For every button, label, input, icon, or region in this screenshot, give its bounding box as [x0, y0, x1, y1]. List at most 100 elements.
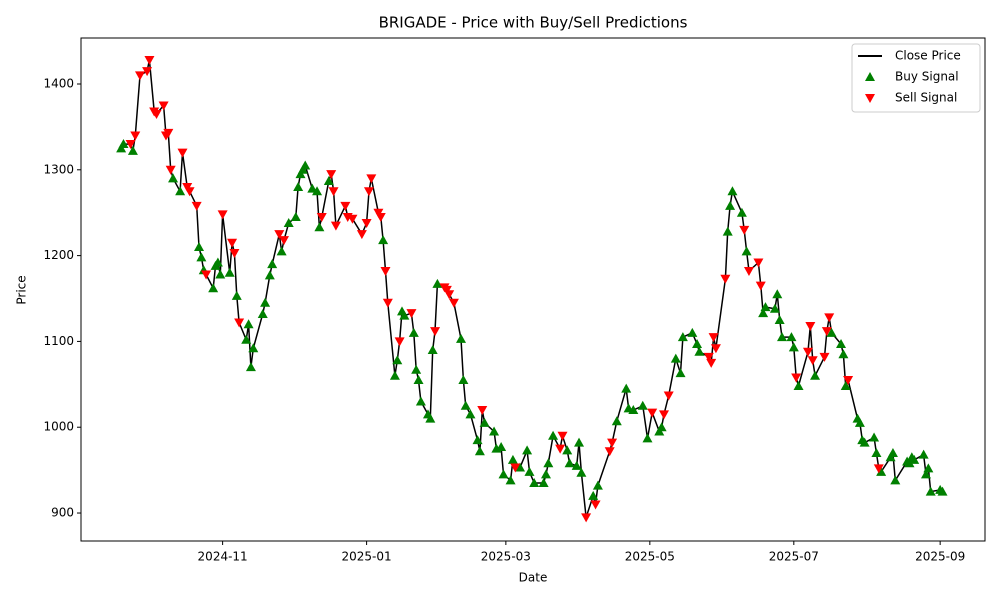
buy-marker: [479, 417, 490, 427]
buy-marker: [323, 175, 334, 185]
buy-marker: [413, 375, 424, 385]
buy-marker: [312, 186, 323, 196]
sell-marker: [843, 376, 854, 386]
buy-marker: [378, 235, 389, 245]
buy-marker: [260, 297, 271, 307]
sell-marker: [144, 55, 155, 65]
buy-marker: [489, 426, 500, 436]
buy-marker: [522, 445, 533, 455]
buy-marker: [887, 447, 898, 457]
buy-marker: [642, 433, 653, 443]
sell-marker: [382, 298, 393, 308]
sell-marker: [274, 230, 285, 240]
buy-marker: [127, 145, 138, 155]
sell-marker: [328, 187, 339, 197]
sell-marker: [158, 101, 169, 111]
buy-marker: [314, 222, 325, 232]
buy-marker: [592, 480, 603, 490]
sell-marker: [444, 290, 455, 300]
buy-marker: [194, 242, 205, 252]
sell-marker: [201, 270, 212, 280]
buy-marker: [637, 400, 648, 410]
sell-marker: [361, 218, 372, 228]
buy-marker: [474, 446, 485, 456]
buy-marker: [670, 353, 681, 363]
buy-marker: [725, 200, 736, 210]
sell-marker: [234, 318, 245, 328]
sell-marker: [873, 464, 884, 474]
buy-marker: [937, 486, 948, 496]
sell-marker: [184, 187, 195, 197]
legend-label: Sell Signal: [895, 91, 957, 105]
buy-marker: [810, 370, 821, 380]
legend-marker: [865, 72, 875, 81]
buy-marker: [276, 246, 287, 256]
buy-marker: [389, 370, 400, 380]
buy-marker: [826, 327, 837, 337]
sell-marker: [604, 447, 615, 457]
buy-marker: [507, 454, 518, 464]
y-tick-label: 1300: [43, 162, 74, 176]
sell-marker: [663, 391, 674, 401]
sell-marker: [278, 236, 289, 246]
buy-marker: [496, 441, 507, 451]
y-tick-label: 1100: [43, 334, 74, 348]
sell-marker: [448, 298, 459, 308]
buy-marker: [515, 462, 526, 472]
buy-marker: [293, 181, 304, 191]
buy-marker: [692, 338, 703, 348]
buy-marker: [245, 362, 256, 372]
buy-marker: [772, 289, 783, 299]
sell-marker: [151, 110, 162, 120]
buy-marker: [920, 469, 931, 479]
sell-marker: [805, 321, 816, 331]
sell-marker: [356, 230, 367, 240]
y-tick-label: 1400: [43, 76, 74, 90]
buy-marker: [458, 375, 469, 385]
sell-marker: [130, 131, 141, 141]
buy-marker: [465, 409, 476, 419]
buy-marker: [460, 400, 471, 410]
sell-marker: [607, 438, 618, 448]
buy-marker: [392, 355, 403, 365]
buy-marker: [656, 422, 667, 432]
sell-marker: [710, 344, 721, 354]
buy-marker: [231, 290, 242, 300]
sell-marker: [658, 410, 669, 420]
sell-marker: [739, 225, 750, 235]
buy-marker: [736, 207, 747, 217]
buy-marker: [264, 270, 275, 280]
x-tick-label: 2025-03: [481, 550, 531, 564]
buy-marker: [675, 368, 686, 378]
buy-marker: [427, 344, 438, 354]
buy-marker: [687, 327, 698, 337]
sell-marker: [191, 201, 202, 211]
x-tick-label: 2025-01: [342, 550, 392, 564]
buy-marker: [283, 217, 294, 227]
buy-marker: [786, 332, 797, 342]
buy-marker: [415, 396, 426, 406]
buy-marker: [840, 381, 851, 391]
legend: Close Price Buy Signal Sell Signal: [851, 43, 981, 113]
sell-marker: [743, 267, 754, 277]
sell-marker: [217, 210, 228, 220]
y-axis-label: Price: [15, 275, 29, 304]
buy-marker: [505, 475, 516, 485]
buy-marker: [918, 449, 929, 459]
sell-marker: [430, 327, 441, 337]
buy-marker: [890, 475, 901, 485]
sell-marker: [581, 513, 592, 523]
chart-title: BRIGADE - Price with Buy/Sell Prediction…: [379, 14, 688, 32]
sell-marker: [590, 500, 601, 510]
buy-marker: [869, 432, 880, 442]
x-tick-label: 2024-11: [198, 550, 248, 564]
buy-marker: [118, 139, 129, 149]
sell-marker: [821, 327, 832, 337]
sell-marker: [177, 148, 188, 158]
buy-marker: [564, 458, 575, 468]
legend-box: [851, 43, 981, 113]
sell-marker: [708, 333, 719, 343]
plot-frame: [80, 37, 986, 542]
buy-marker: [727, 186, 738, 196]
